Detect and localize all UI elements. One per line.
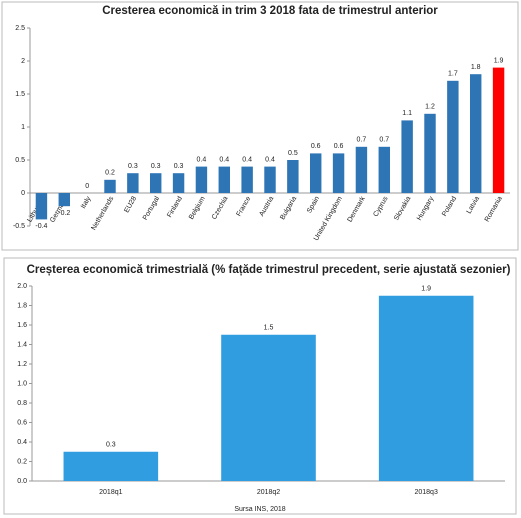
bar <box>127 173 139 193</box>
source-note: Sursa INS, 2018 <box>234 506 285 513</box>
value-label: 0.5 <box>288 150 298 157</box>
y-tick-label: 0.6 <box>17 419 27 426</box>
y-tick-label: 1.0 <box>17 380 27 387</box>
value-label: 0.4 <box>197 156 207 163</box>
x-tick-label: 2018q1 <box>99 489 122 496</box>
value-label: 0.4 <box>219 156 229 163</box>
bar <box>355 146 368 193</box>
y-tick-label: 1 <box>21 124 25 131</box>
bar <box>218 166 230 193</box>
bar <box>58 193 70 207</box>
bar <box>241 166 253 193</box>
bar <box>104 179 116 193</box>
value-label: 0.6 <box>334 143 344 150</box>
bar <box>150 173 162 193</box>
value-label: 0.3 <box>106 442 116 449</box>
value-label: 1.8 <box>471 64 481 71</box>
y-tick-label: 1.2 <box>17 361 27 368</box>
value-label: 0.6 <box>311 143 321 150</box>
y-tick-label: 1.5 <box>15 91 25 98</box>
value-label: -0.4 <box>35 223 47 230</box>
x-tick-label: 2018q2 <box>257 489 280 496</box>
value-label: 0.7 <box>357 137 367 144</box>
bar <box>172 173 185 193</box>
y-tick-label: 0.0 <box>17 478 27 485</box>
value-label: 0.7 <box>379 137 389 144</box>
bar <box>195 166 208 193</box>
value-label: 0.3 <box>128 163 138 170</box>
bar <box>401 120 413 193</box>
bar <box>492 67 505 193</box>
value-label: 1.2 <box>425 104 435 111</box>
y-tick-label: 0.5 <box>15 157 25 164</box>
y-tick-label: 0 <box>21 190 25 197</box>
bar <box>35 193 48 220</box>
bar <box>378 146 390 193</box>
y-tick-label: -0.5 <box>13 223 25 230</box>
chart-title: Creșterea economică trimestrială (% față… <box>27 264 511 276</box>
value-label: 0.4 <box>265 156 275 163</box>
x-tick-label: 2018q3 <box>414 489 437 496</box>
bar <box>287 160 299 193</box>
value-label: 1.5 <box>264 325 274 332</box>
y-tick-label: 2.5 <box>15 25 25 32</box>
value-label: 0.3 <box>174 163 184 170</box>
value-label: 0 <box>85 183 89 190</box>
bar <box>264 166 276 193</box>
bar <box>221 334 316 481</box>
y-tick-label: 0.2 <box>17 458 27 465</box>
value-label: -0.2 <box>58 210 70 217</box>
value-label: 1.9 <box>494 57 504 64</box>
value-label: 1.9 <box>421 286 431 293</box>
y-tick-label: 1.8 <box>17 302 27 309</box>
value-label: 0.4 <box>242 156 252 163</box>
y-tick-label: 2 <box>21 58 25 65</box>
y-tick-label: 1.6 <box>17 322 27 329</box>
y-tick-label: 2.0 <box>17 283 27 290</box>
bar <box>470 74 482 193</box>
bar <box>378 295 474 481</box>
bar <box>310 153 322 193</box>
y-tick-label: 0.8 <box>17 400 27 407</box>
value-label: 0.2 <box>105 170 115 177</box>
y-tick-label: 0.4 <box>17 439 27 446</box>
value-label: 0.3 <box>151 163 161 170</box>
chart-title: Cresterea economică in trim 3 2018 fata … <box>102 5 438 17</box>
y-tick-label: 1.4 <box>17 341 27 348</box>
value-label: 1.1 <box>402 110 412 117</box>
bar <box>447 80 459 193</box>
bar <box>424 113 436 193</box>
value-label: 1.7 <box>448 71 458 78</box>
bar <box>332 153 345 193</box>
bar <box>63 451 159 481</box>
